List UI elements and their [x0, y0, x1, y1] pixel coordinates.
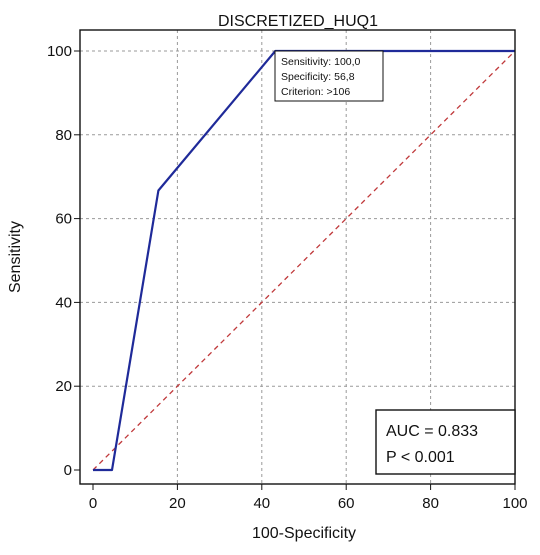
stats-box: AUC = 0.833 P < 0.001	[375, 409, 516, 475]
stats-box-frame	[375, 409, 516, 475]
y-axis-label: Sensitivity	[7, 221, 24, 293]
auc-value: AUC = 0.833	[386, 423, 478, 440]
p-value: P < 0.001	[386, 449, 455, 466]
x-tick-label-100: 100	[502, 495, 527, 512]
annotation-sensitivity: Sensitivity: 100,0	[281, 56, 361, 68]
point-annotation-box	[274, 50, 384, 102]
annotation-criterion: Criterion: >106	[281, 86, 350, 98]
reference-line-layer	[92, 50, 516, 471]
annotation-specificity: Specificity: 56,8	[281, 71, 355, 83]
y-tick-label-60: 60	[55, 211, 72, 228]
x-tick-label-20: 20	[169, 495, 186, 512]
y-tick-label-40: 40	[55, 294, 72, 311]
y-axis-ticks: 0 20 40 60 80 100	[47, 43, 80, 479]
point-annotation: Sensitivity: 100,0 Specificity: 56,8 Cri…	[274, 50, 384, 102]
x-axis-ticks: 0 20 40 60 80 100	[89, 484, 528, 512]
y-tick-label-0: 0	[64, 462, 72, 479]
reference-line	[92, 50, 516, 471]
plot-frame	[79, 29, 516, 485]
y-tick-label-80: 80	[55, 127, 72, 144]
x-tick-label-40: 40	[253, 495, 270, 512]
x-tick-label-0: 0	[89, 495, 97, 512]
x-tick-label-80: 80	[422, 495, 439, 512]
y-tick-label-20: 20	[55, 378, 72, 395]
x-axis-label: 100-Specificity	[252, 525, 356, 542]
x-tick-label-60: 60	[338, 495, 355, 512]
chart-title: DISCRETIZED_HUQ1	[218, 13, 378, 30]
y-tick-label-100: 100	[47, 43, 72, 60]
